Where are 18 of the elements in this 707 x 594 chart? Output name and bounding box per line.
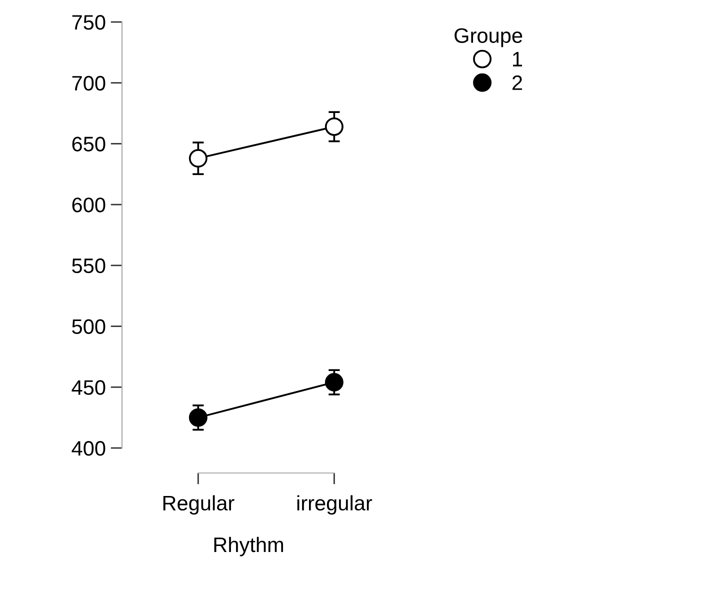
point xyxy=(324,373,344,392)
point xyxy=(188,149,208,168)
legend-label: 1 xyxy=(513,52,522,66)
y-tick-label: 750 xyxy=(72,15,106,30)
y-tick-label: 650 xyxy=(72,136,106,152)
x-tick-label: irregular xyxy=(297,495,372,515)
legend-label: 2 xyxy=(512,75,522,90)
y-tick-label: 600 xyxy=(72,198,106,212)
x-tick-label: Regular xyxy=(163,495,234,515)
point xyxy=(324,117,344,136)
y-tick-label: 450 xyxy=(72,380,106,395)
y-tick-label: 400 xyxy=(72,441,106,456)
y-tick-label: 700 xyxy=(72,76,106,91)
legend-title: Groupe xyxy=(454,28,522,48)
y-tick-label: 500 xyxy=(72,319,106,334)
point xyxy=(188,408,208,427)
y-tick-label: 550 xyxy=(72,258,106,274)
x-axis-title: Rhythm xyxy=(214,536,284,556)
